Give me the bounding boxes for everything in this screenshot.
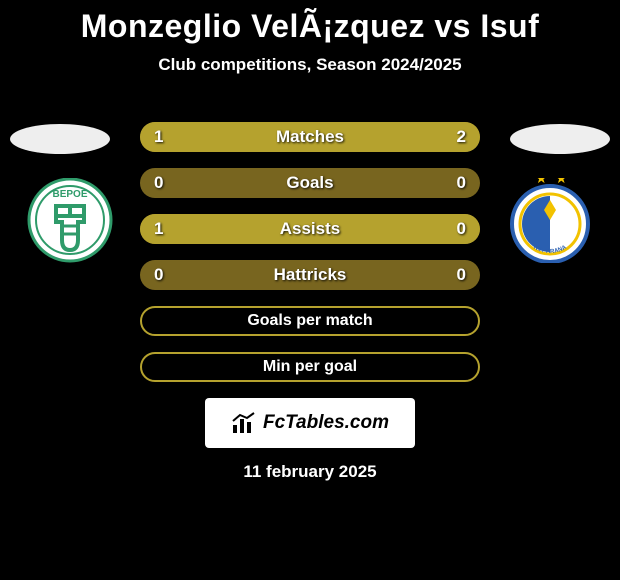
brand-text: FcTables.com bbox=[263, 412, 389, 434]
flag-right bbox=[510, 124, 610, 154]
club-crest-left: BEPOE bbox=[20, 178, 120, 263]
stat-label: Assists bbox=[140, 214, 480, 244]
stat-label: Goals bbox=[140, 168, 480, 198]
comparison-subtitle: Club competitions, Season 2024/2025 bbox=[0, 55, 620, 75]
stat-row-plain: Goals per match bbox=[140, 306, 480, 336]
brand-chart-icon bbox=[231, 411, 259, 435]
stat-row: 00Hattricks bbox=[140, 260, 480, 290]
svg-text:BEPOE: BEPOE bbox=[52, 189, 87, 200]
stats-container: 12Matches 00Goals 10Assists 00Hattricks Goal… bbox=[140, 122, 480, 398]
club-crest-right: ★ ★ K.F. TIRANA bbox=[500, 178, 600, 263]
svg-text:★: ★ bbox=[535, 178, 548, 186]
brand-box: FcTables.com bbox=[205, 398, 415, 448]
flag-left bbox=[10, 124, 110, 154]
stat-row-plain: Min per goal bbox=[140, 352, 480, 382]
stat-label: Matches bbox=[140, 122, 480, 152]
stat-label: Hattricks bbox=[140, 260, 480, 290]
comparison-title: Monzeglio VelÃ¡zquez vs Isuf bbox=[0, 0, 620, 45]
stat-row: 12Matches bbox=[140, 122, 480, 152]
footer-date: 11 february 2025 bbox=[0, 462, 620, 482]
stat-row: 10Assists bbox=[140, 214, 480, 244]
svg-text:★: ★ bbox=[555, 178, 568, 186]
stat-row: 00Goals bbox=[140, 168, 480, 198]
